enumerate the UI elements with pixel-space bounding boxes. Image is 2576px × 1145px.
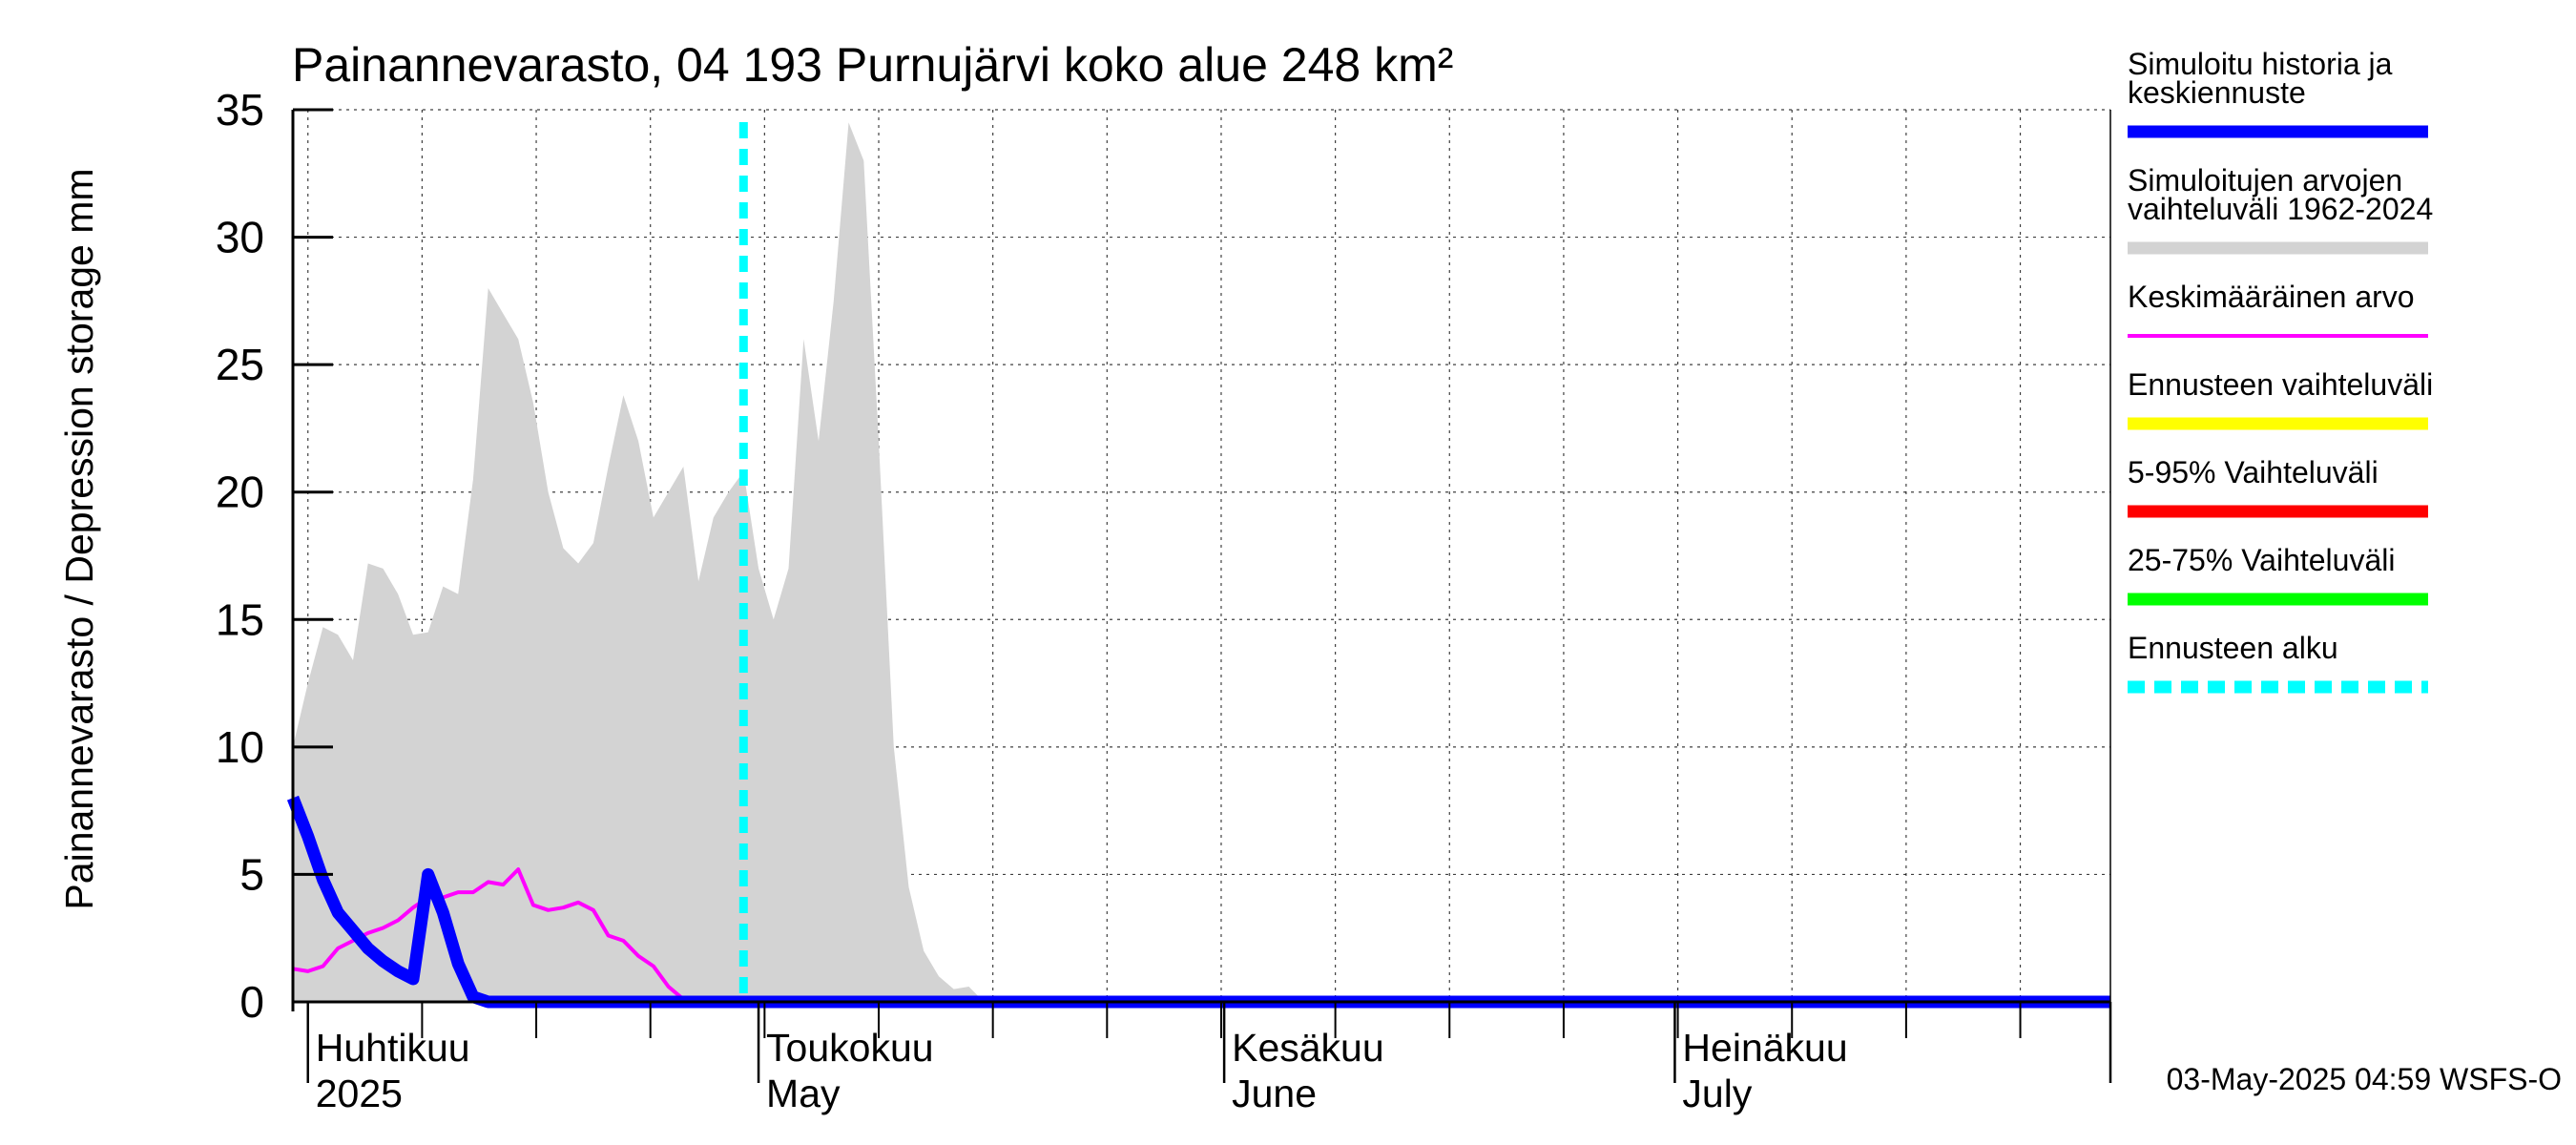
legend-label: Simuloitu historia ja <box>2128 47 2393 81</box>
chart-title: Painannevarasto, 04 193 Purnujärvi koko … <box>292 38 1453 92</box>
x-month-label-fi: Toukokuu <box>766 1026 934 1070</box>
x-month-label-fi: Huhtikuu <box>316 1026 470 1070</box>
y-tick-labels: 0 5 10 15 20 25 30 35 <box>216 85 264 1027</box>
x-month-label-fi: Heinäkuu <box>1682 1026 1847 1070</box>
legend-label: Ennusteen alku <box>2128 631 2338 665</box>
y-tick-label: 10 <box>216 722 264 772</box>
legend-label: Simuloitujen arvojen <box>2128 163 2402 198</box>
axes <box>291 108 2112 1083</box>
legend-label: Ennusteen vaihteluväli <box>2128 367 2433 402</box>
grid-lines <box>293 109 2110 1002</box>
x-month-label-en: July <box>1682 1072 1752 1115</box>
y-tick-label: 25 <box>216 340 264 389</box>
x-month-label-en: May <box>766 1072 841 1115</box>
legend-label: 5-95% Vaihteluväli <box>2128 455 2379 489</box>
y-tick-label: 0 <box>239 977 264 1027</box>
y-tick-label: 15 <box>216 594 264 644</box>
mean-value-line <box>292 867 2110 1004</box>
legend-label: 25-75% Vaihteluväli <box>2128 543 2395 577</box>
series-lines-layer <box>286 122 2110 1009</box>
simulated-history-line <box>286 795 2110 1009</box>
x-month-label-en: June <box>1232 1072 1317 1115</box>
footer-timestamp: 03-May-2025 04:59 WSFS-O <box>2167 1062 2562 1096</box>
legend-label: Keskimääräinen arvo <box>2128 280 2415 314</box>
legend-label: keskiennuste <box>2128 75 2306 110</box>
x-month-label-en: 2025 <box>316 1072 403 1115</box>
range-band-layer <box>293 122 2110 1002</box>
y-tick-label: 5 <box>239 849 264 899</box>
x-month-label-fi: Kesäkuu <box>1232 1026 1384 1070</box>
legend-label: vaihteluväli 1962-2024 <box>2128 192 2433 226</box>
y-axis-label: Painannevarasto / Depression storage mm <box>57 168 101 909</box>
y-tick-label: 20 <box>216 468 264 517</box>
range-band-area <box>293 122 2110 1002</box>
y-tick-label: 35 <box>216 85 264 135</box>
y-tick-label: 30 <box>216 213 264 262</box>
